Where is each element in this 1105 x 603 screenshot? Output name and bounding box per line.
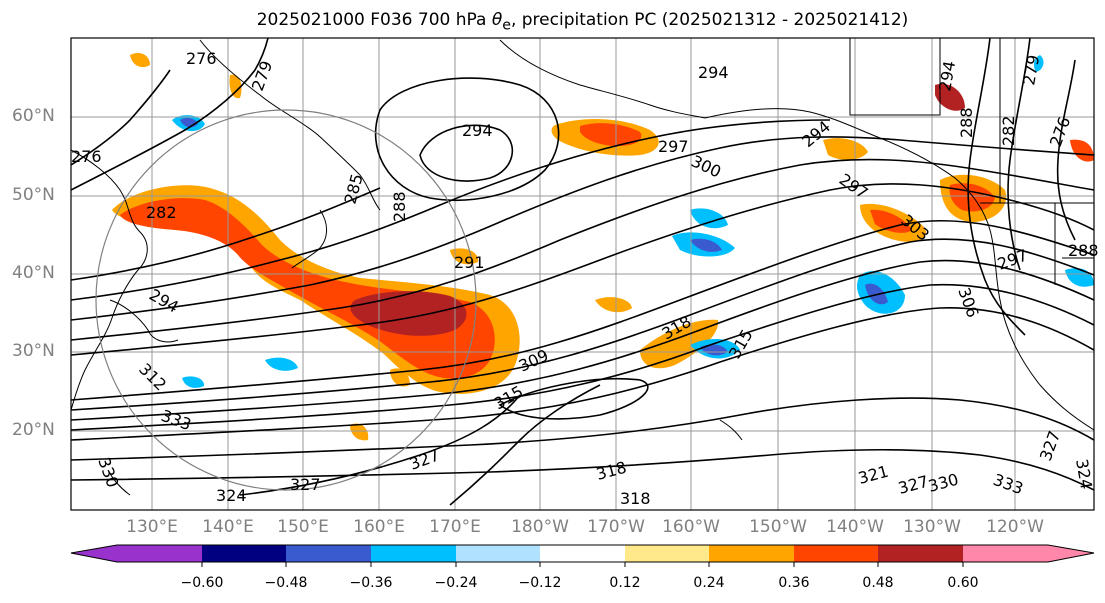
contour-label: 324 xyxy=(216,486,247,505)
colorbar-tick-label: 0.36 xyxy=(778,575,810,591)
colorbar-tick-label: 0.12 xyxy=(609,575,641,591)
lon-label-160e: 160°E xyxy=(353,517,405,537)
contour-label: 327 xyxy=(290,475,321,494)
contour-label: 294 xyxy=(698,63,729,82)
colorbar-segment xyxy=(202,545,286,562)
colorbar-segment xyxy=(625,545,709,562)
contour-label: 276 xyxy=(71,147,102,166)
contour-labels: 276 279 294 294 297 300 294 276 282 285 … xyxy=(71,49,1099,508)
lon-label-130w: 130°W xyxy=(903,517,961,537)
title-suffix: , precipitation PC (2025021312 - 2025021… xyxy=(510,10,909,30)
title-theta-subscript: e xyxy=(502,17,511,34)
lon-label-150e: 150°E xyxy=(277,517,329,537)
contour-label: 291 xyxy=(454,253,485,272)
contour-label: 294 xyxy=(462,121,493,140)
lon-label-170e: 170°E xyxy=(429,517,481,537)
colorbar-tick-label: −0.48 xyxy=(264,575,308,591)
colorbar-tick-label: −0.24 xyxy=(434,575,478,591)
lat-label-40n: 40°N xyxy=(12,263,55,283)
lon-label-170w: 170°W xyxy=(587,517,645,537)
contour-label: 288 xyxy=(957,107,976,138)
colorbar-segments xyxy=(71,545,1094,562)
colorbar-segment xyxy=(794,545,878,562)
colorbar-segment xyxy=(963,545,1094,562)
colorbar-segment xyxy=(709,545,794,562)
theta-e-contours xyxy=(71,38,1094,506)
contour-label: 318 xyxy=(620,489,651,508)
colorbar-outline xyxy=(70,544,1095,563)
precipitation-shading xyxy=(112,53,1094,441)
graticule xyxy=(71,38,1094,510)
lon-label-180w: 180°W xyxy=(511,517,569,537)
contour-label: 288 xyxy=(1068,241,1099,260)
lon-label-150w: 150°W xyxy=(749,517,807,537)
colorbar-tick-label: −0.60 xyxy=(180,575,224,591)
title-prefix: 2025021000 F036 700 hPa xyxy=(256,10,492,30)
colorbar-segment xyxy=(286,545,371,562)
colorbar-segment xyxy=(71,545,202,562)
lat-label-60n: 60°N xyxy=(12,106,55,126)
colorbar-segment xyxy=(878,545,963,562)
contour-label: 282 xyxy=(999,115,1018,146)
map-title: 2025021000 F036 700 hPa θe, precipitatio… xyxy=(0,10,1105,33)
map-frame xyxy=(70,37,1095,511)
colorbar-tick-label: 0.60 xyxy=(947,575,979,591)
lon-label-120w: 120°W xyxy=(986,517,1044,537)
lon-label-140e: 140°E xyxy=(202,517,254,537)
title-theta: θ xyxy=(491,10,503,30)
colorbar-segment xyxy=(456,545,540,562)
lon-label-140w: 140°W xyxy=(826,517,884,537)
contour-label: 276 xyxy=(186,49,217,68)
contour-label: 288 xyxy=(390,191,409,222)
colorbar-tick-label: 0.24 xyxy=(693,575,725,591)
colorbar-tick-label: −0.36 xyxy=(349,575,393,591)
colorbar-ticks xyxy=(201,562,964,567)
colorbar-segment xyxy=(371,545,456,562)
colorbar-tick-label: 0.48 xyxy=(862,575,894,591)
contour-label: 297 xyxy=(658,137,689,156)
lon-label-160w: 160°W xyxy=(662,517,720,537)
contour-label: 282 xyxy=(146,203,177,222)
lat-label-20n: 20°N xyxy=(12,420,55,440)
lat-label-30n: 30°N xyxy=(12,341,55,361)
lon-label-130e: 130°E xyxy=(126,517,178,537)
reference-circle xyxy=(95,109,477,491)
lat-label-50n: 50°N xyxy=(12,185,55,205)
colorbar-segment xyxy=(540,545,625,562)
colorbar-tick-label: −0.12 xyxy=(518,575,562,591)
